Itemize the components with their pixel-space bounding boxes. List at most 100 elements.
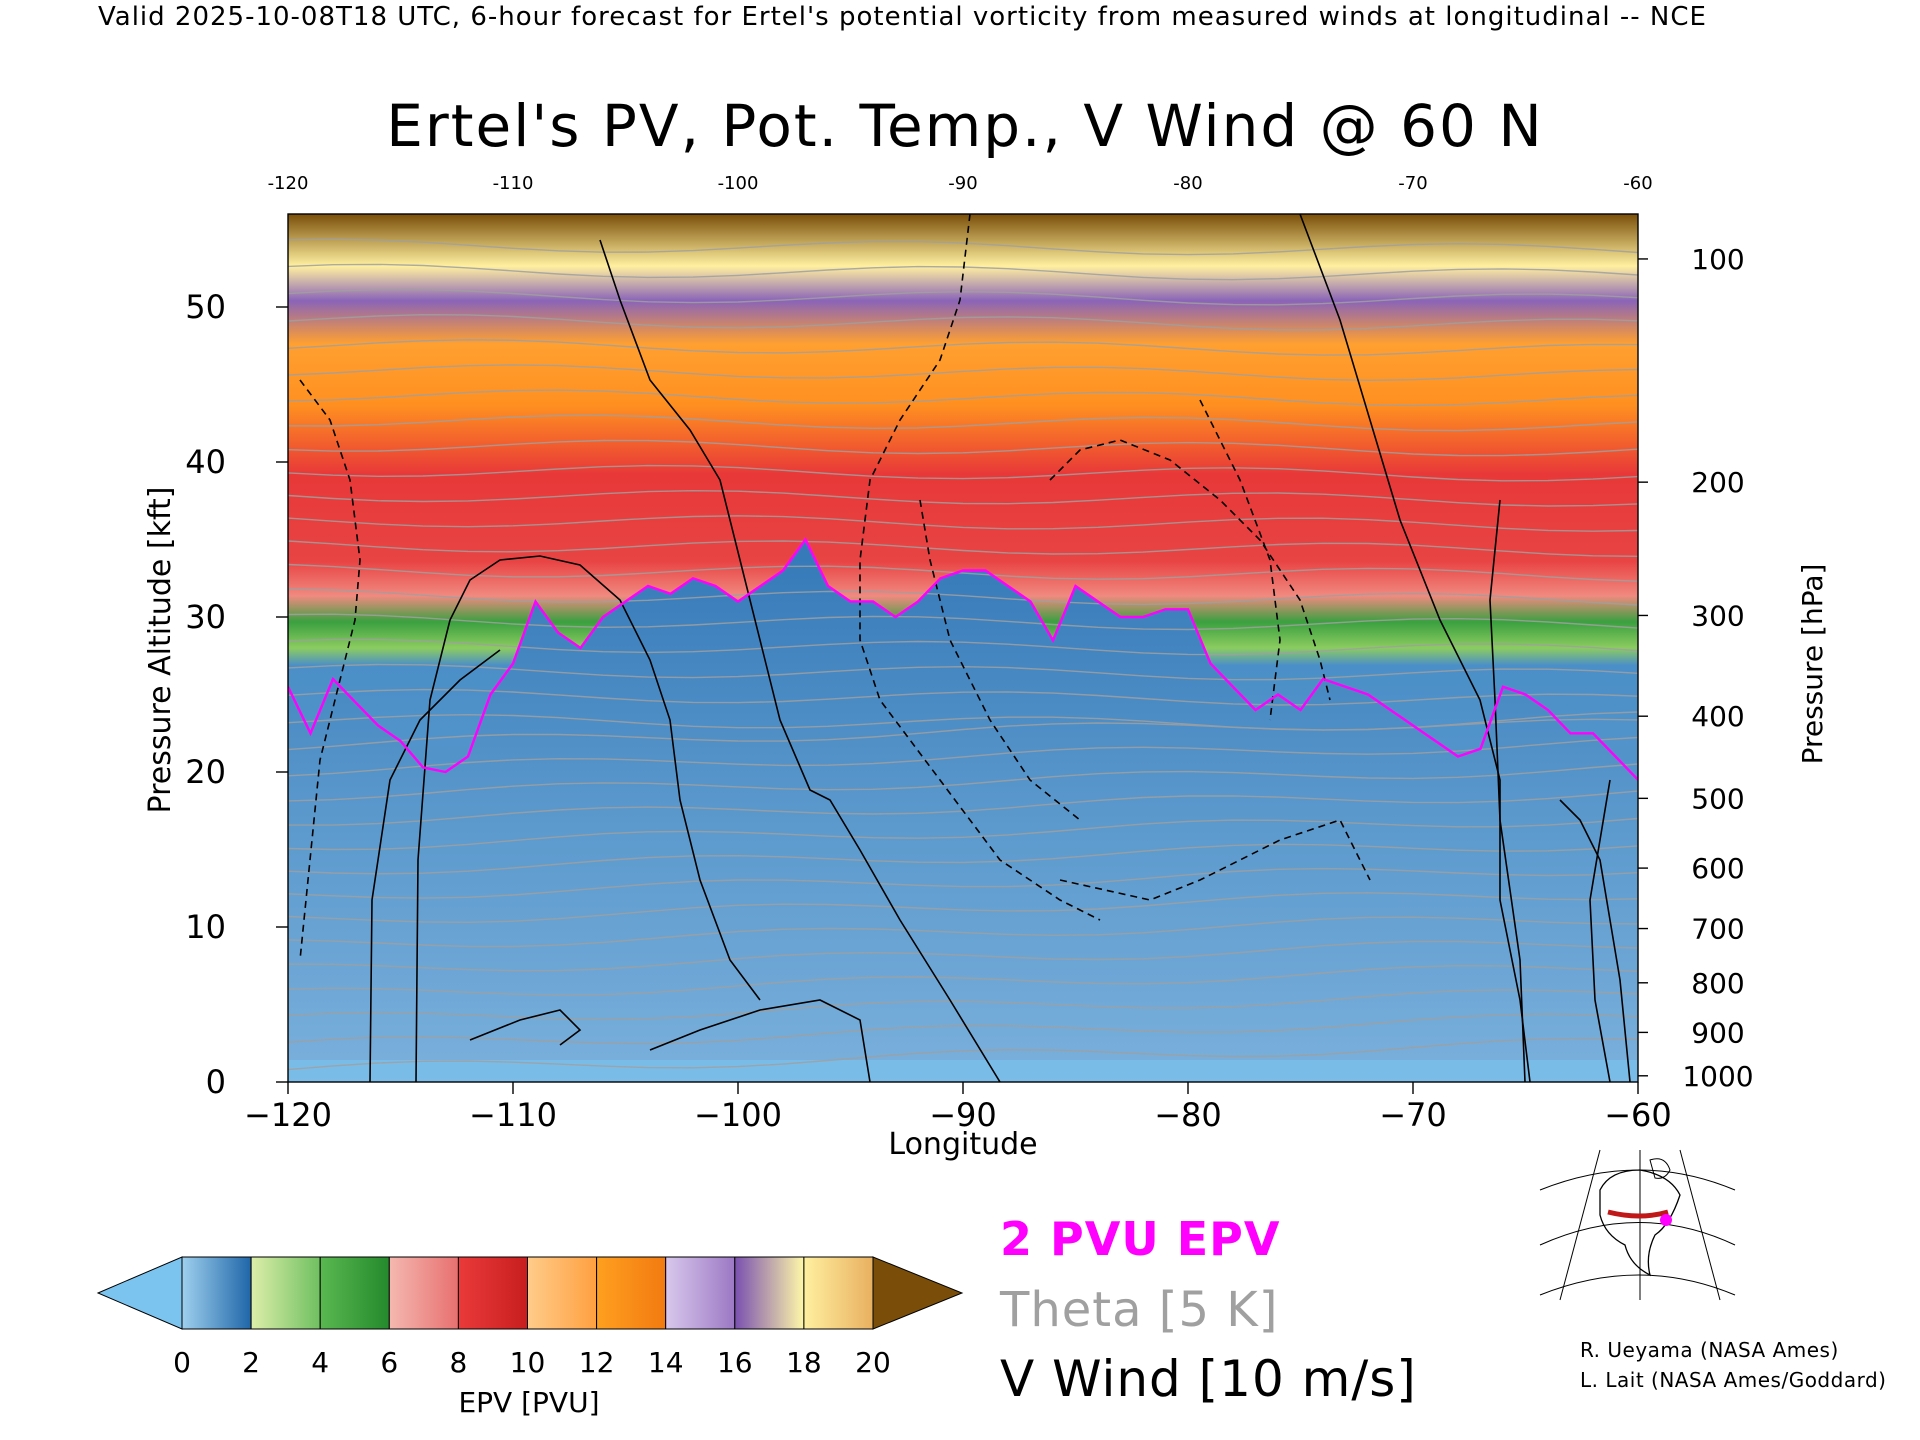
colorbar-tick-label: 18 bbox=[786, 1346, 822, 1379]
pressure-tick-label: 700 bbox=[1691, 913, 1744, 946]
pressure-tick-label: 800 bbox=[1691, 967, 1744, 1000]
colorbar-segment bbox=[388, 1256, 459, 1330]
v-wind-contours bbox=[299, 214, 1631, 1082]
x-tick-label-top: -120 bbox=[268, 173, 309, 194]
theta-contour bbox=[288, 763, 1638, 802]
theta-contour bbox=[288, 613, 1638, 631]
colorbar-segment bbox=[181, 1256, 252, 1330]
theta-contour bbox=[288, 339, 1638, 356]
x-tick-label: −100 bbox=[694, 1096, 782, 1134]
theta-contour bbox=[288, 563, 1638, 582]
two-pvu-line bbox=[288, 537, 1638, 781]
x-tick-label-top: -90 bbox=[948, 173, 977, 194]
pressure-tick-label: 100 bbox=[1691, 243, 1744, 276]
theta-contour bbox=[288, 540, 1638, 557]
y-tick-label: 40 bbox=[185, 443, 226, 481]
x-axis-top: -120 -110 -100 -90 -80 -70 -60 bbox=[268, 173, 1653, 194]
x-tick-label: −70 bbox=[1379, 1096, 1447, 1134]
v-wind-contour-negative bbox=[919, 499, 1081, 821]
y-tick-label: 30 bbox=[185, 598, 226, 636]
theta-contour bbox=[288, 414, 1638, 432]
colorbar-tick-label: 14 bbox=[648, 1346, 684, 1379]
theta-contour bbox=[288, 867, 1638, 899]
theta-contour bbox=[288, 464, 1638, 482]
theta-contour bbox=[288, 288, 1638, 306]
theta-contour bbox=[288, 736, 1638, 777]
theta-contour bbox=[288, 439, 1638, 457]
credit-line-1: R. Ueyama (NASA Ames) bbox=[1580, 1338, 1839, 1362]
pressure-tick-label: 1000 bbox=[1682, 1060, 1753, 1093]
theta-contour bbox=[288, 940, 1638, 972]
theta-contour bbox=[288, 263, 1638, 281]
theta-contours bbox=[288, 238, 1638, 1071]
y-tick-label: 0 bbox=[206, 1063, 226, 1101]
theta-contour bbox=[288, 238, 1638, 256]
x-tick-label: −80 bbox=[1154, 1096, 1222, 1134]
pressure-tick-label: 500 bbox=[1691, 782, 1744, 815]
theta-contour bbox=[288, 313, 1638, 331]
colorbar-segment bbox=[527, 1256, 598, 1330]
y-tick-label: 50 bbox=[185, 288, 226, 326]
theta-contour bbox=[288, 817, 1638, 851]
v-wind-contour bbox=[649, 999, 871, 1082]
colorbar-segment bbox=[803, 1256, 874, 1330]
theta-contour bbox=[288, 364, 1638, 382]
theta-contour bbox=[288, 892, 1638, 924]
theta-contour bbox=[288, 916, 1638, 948]
colorbar-tick-label: 8 bbox=[449, 1346, 467, 1379]
x-axis: −120 −110 −100 −90 −80 −70 −60 bbox=[244, 1082, 1672, 1134]
colorbar-tick-label: 12 bbox=[579, 1346, 615, 1379]
colorbar-tick-label: 16 bbox=[717, 1346, 753, 1379]
x-tick-label: −110 bbox=[469, 1096, 557, 1134]
v-wind-contour-negative bbox=[1199, 399, 1281, 721]
theta-contour bbox=[288, 515, 1638, 532]
colorbar-tick-label: 10 bbox=[510, 1346, 546, 1379]
colorbar-segment bbox=[665, 1256, 736, 1330]
x-tick-label-top: -70 bbox=[1398, 173, 1427, 194]
v-wind-contour-negative bbox=[859, 214, 1101, 921]
theta-contour bbox=[288, 638, 1638, 656]
colorbar-tick-label: 4 bbox=[311, 1346, 329, 1379]
colorbar-tick-label: 20 bbox=[855, 1346, 891, 1379]
theta-contour bbox=[288, 588, 1638, 606]
legend-pv-label: 2 PVU EPV bbox=[1000, 1212, 1281, 1266]
theta-contour bbox=[288, 1013, 1638, 1045]
pv-field-surface bbox=[288, 1060, 1638, 1082]
colorbar-segment bbox=[596, 1256, 667, 1330]
pressure-tick-label: 300 bbox=[1691, 599, 1744, 632]
theta-contour bbox=[288, 489, 1638, 507]
colorbar-above-arrow bbox=[872, 1256, 964, 1330]
y-tick-label: 10 bbox=[185, 908, 226, 946]
v-wind-contour-negative bbox=[299, 379, 361, 961]
v-wind-contour bbox=[1299, 214, 1531, 1082]
theta-contour bbox=[288, 989, 1638, 1021]
chart-title: Ertel's PV, Pot. Temp., V Wind @ 60 N bbox=[386, 92, 1544, 160]
section-line bbox=[1607, 1209, 1669, 1219]
theta-contour bbox=[288, 843, 1638, 875]
section-point bbox=[1660, 1214, 1672, 1226]
theta-contour bbox=[288, 964, 1638, 996]
v-wind-contour bbox=[599, 239, 1001, 1082]
legend-theta-label: Theta [5 K] bbox=[1000, 1282, 1279, 1338]
v-wind-contour bbox=[1589, 779, 1611, 1082]
v-wind-contour bbox=[1559, 799, 1631, 1082]
colorbar-below-arrow bbox=[96, 1256, 183, 1330]
globe-map-icon bbox=[1539, 1149, 1736, 1301]
theta-contour bbox=[288, 688, 1638, 706]
colorbar-tick-label: 2 bbox=[242, 1346, 260, 1379]
x-tick-label-top: -80 bbox=[1173, 173, 1202, 194]
v-wind-contour-negative bbox=[1049, 439, 1331, 701]
pressure-tick-label: 900 bbox=[1691, 1016, 1744, 1049]
colorbar-label: EPV [PVU] bbox=[458, 1386, 599, 1419]
v-wind-contour bbox=[469, 1009, 582, 1046]
forecast-header: Valid 2025-10-08T18 UTC, 6-hour forecast… bbox=[98, 2, 1707, 32]
v-wind-contour bbox=[369, 649, 501, 1082]
pressure-axis-label: Pressure [hPa] bbox=[1796, 564, 1829, 765]
v-wind-contour bbox=[1489, 499, 1526, 1082]
pressure-tick-label: 200 bbox=[1691, 466, 1744, 499]
colorbar-tick-label: 0 bbox=[173, 1346, 191, 1379]
credit-line-2: L. Lait (NASA Ames/Goddard) bbox=[1580, 1368, 1887, 1392]
theta-contour bbox=[288, 1037, 1638, 1071]
colorbar-segment bbox=[250, 1256, 321, 1330]
